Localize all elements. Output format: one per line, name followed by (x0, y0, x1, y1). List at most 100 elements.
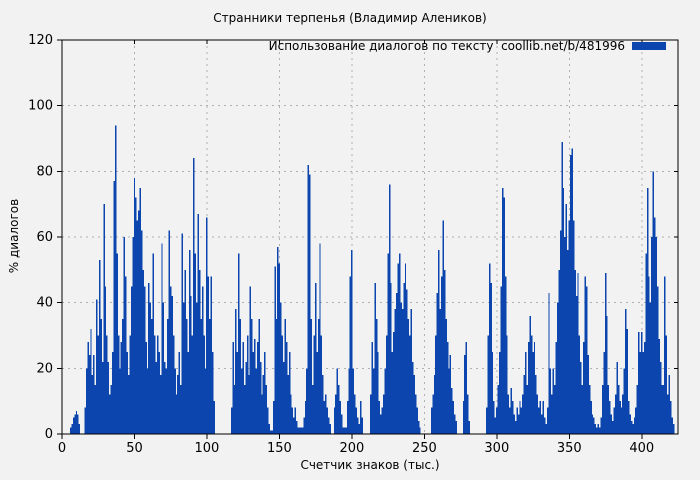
bar (261, 394, 263, 434)
bar (319, 243, 321, 434)
bar (583, 342, 585, 434)
bar (413, 374, 415, 434)
bar (338, 384, 340, 434)
bar (551, 394, 553, 434)
bar (597, 424, 600, 434)
x-tick-label: 0 (58, 441, 66, 456)
bar (110, 384, 113, 434)
bar (652, 171, 655, 434)
bar (577, 273, 579, 434)
bar (358, 424, 360, 434)
y-tick-label: 100 (28, 99, 53, 114)
bar (378, 401, 381, 434)
bar (200, 319, 202, 434)
bar (559, 230, 562, 434)
bar (207, 276, 210, 434)
bar (139, 187, 141, 434)
bar (390, 282, 392, 434)
bar (387, 253, 389, 434)
bar (656, 286, 659, 434)
bar (281, 335, 284, 434)
bar (130, 286, 133, 434)
bar (499, 351, 501, 434)
bar (417, 420, 420, 434)
bar (169, 286, 172, 434)
bar (274, 266, 276, 434)
bar (126, 351, 128, 434)
bar (201, 286, 204, 434)
y-tick-label: 60 (36, 230, 53, 245)
bar (562, 187, 565, 434)
bar (90, 328, 92, 434)
bar (516, 407, 518, 434)
bar (336, 368, 339, 434)
bar (194, 253, 197, 434)
bar (646, 187, 649, 434)
bar (329, 424, 331, 434)
bar (442, 220, 444, 434)
bar (235, 309, 237, 434)
bar (404, 263, 407, 434)
bar (628, 401, 630, 434)
bar (196, 302, 198, 434)
bar (532, 351, 534, 434)
bar (527, 342, 530, 434)
bar (446, 342, 449, 434)
x-tick-label: 250 (412, 441, 437, 456)
bar (556, 302, 559, 434)
bar (554, 384, 556, 434)
bar (594, 424, 597, 434)
bar (603, 351, 605, 434)
bar (335, 394, 337, 434)
bar (209, 319, 211, 434)
bar (371, 342, 373, 434)
bar (620, 407, 623, 434)
bar (107, 361, 110, 434)
bar (374, 282, 376, 434)
bar (510, 388, 513, 434)
bar (658, 338, 660, 434)
bar (354, 394, 356, 434)
bar (72, 417, 75, 434)
bar (599, 427, 601, 434)
bar (506, 335, 508, 434)
bar (345, 427, 347, 434)
bar (672, 424, 675, 434)
bar (485, 407, 488, 434)
bar (143, 286, 146, 434)
bar (491, 351, 494, 434)
bar (280, 302, 282, 434)
bar (536, 394, 539, 434)
bar (168, 230, 170, 434)
bar (114, 125, 117, 435)
bar (346, 401, 349, 434)
bar (604, 273, 607, 434)
bar (380, 414, 382, 434)
bar (125, 276, 127, 434)
bar (206, 217, 208, 434)
bar (264, 351, 266, 434)
bar (77, 414, 79, 434)
bar (449, 355, 452, 434)
bar (377, 351, 379, 434)
bar (643, 342, 646, 434)
bar (509, 407, 511, 434)
bar (433, 374, 436, 434)
bar (564, 237, 566, 434)
bar (323, 401, 326, 434)
x-tick-label: 100 (195, 441, 220, 456)
bar (558, 269, 560, 434)
bar (541, 414, 543, 434)
bar (325, 394, 327, 434)
bar (97, 335, 99, 434)
bar (439, 309, 442, 434)
bar (381, 407, 384, 434)
bar (661, 384, 663, 434)
bar (278, 263, 281, 434)
bar (142, 269, 144, 434)
y-tick-label: 80 (36, 164, 53, 179)
bar (400, 302, 402, 434)
bar (513, 414, 515, 434)
bar (561, 141, 563, 434)
bar (164, 361, 166, 434)
